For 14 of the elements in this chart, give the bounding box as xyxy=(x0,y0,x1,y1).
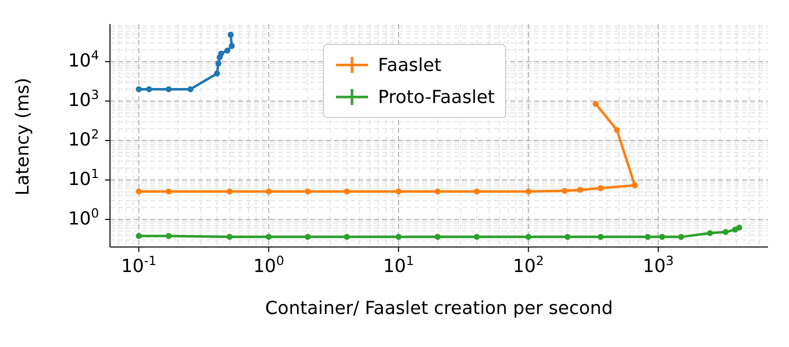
legend-label: Proto-Faaslet xyxy=(378,86,495,108)
y-tick-label: 10$^{1}$ xyxy=(68,165,99,190)
x-tick-label: 10$^{2}$ xyxy=(512,252,544,277)
y-tick-label: 10$^{3}$ xyxy=(68,86,99,112)
y-tick-label: 10$^{0}$ xyxy=(68,204,99,230)
x-tick-label: 10$^{-1}$ xyxy=(121,252,157,277)
y-axis-title: Latency (ms) xyxy=(12,78,34,196)
y-tick-label: 10$^{4}$ xyxy=(68,47,99,72)
y-tick-label: 10$^{2}$ xyxy=(68,126,99,151)
x-axis-title: Container/ Faaslet creation per second xyxy=(265,298,613,319)
legend-label: Faaslet xyxy=(378,54,442,76)
x-tick-label: 10$^{0}$ xyxy=(253,252,284,277)
x-tick-label: 10$^{3}$ xyxy=(642,252,674,277)
x-tick-label: 10$^{1}$ xyxy=(383,252,414,277)
